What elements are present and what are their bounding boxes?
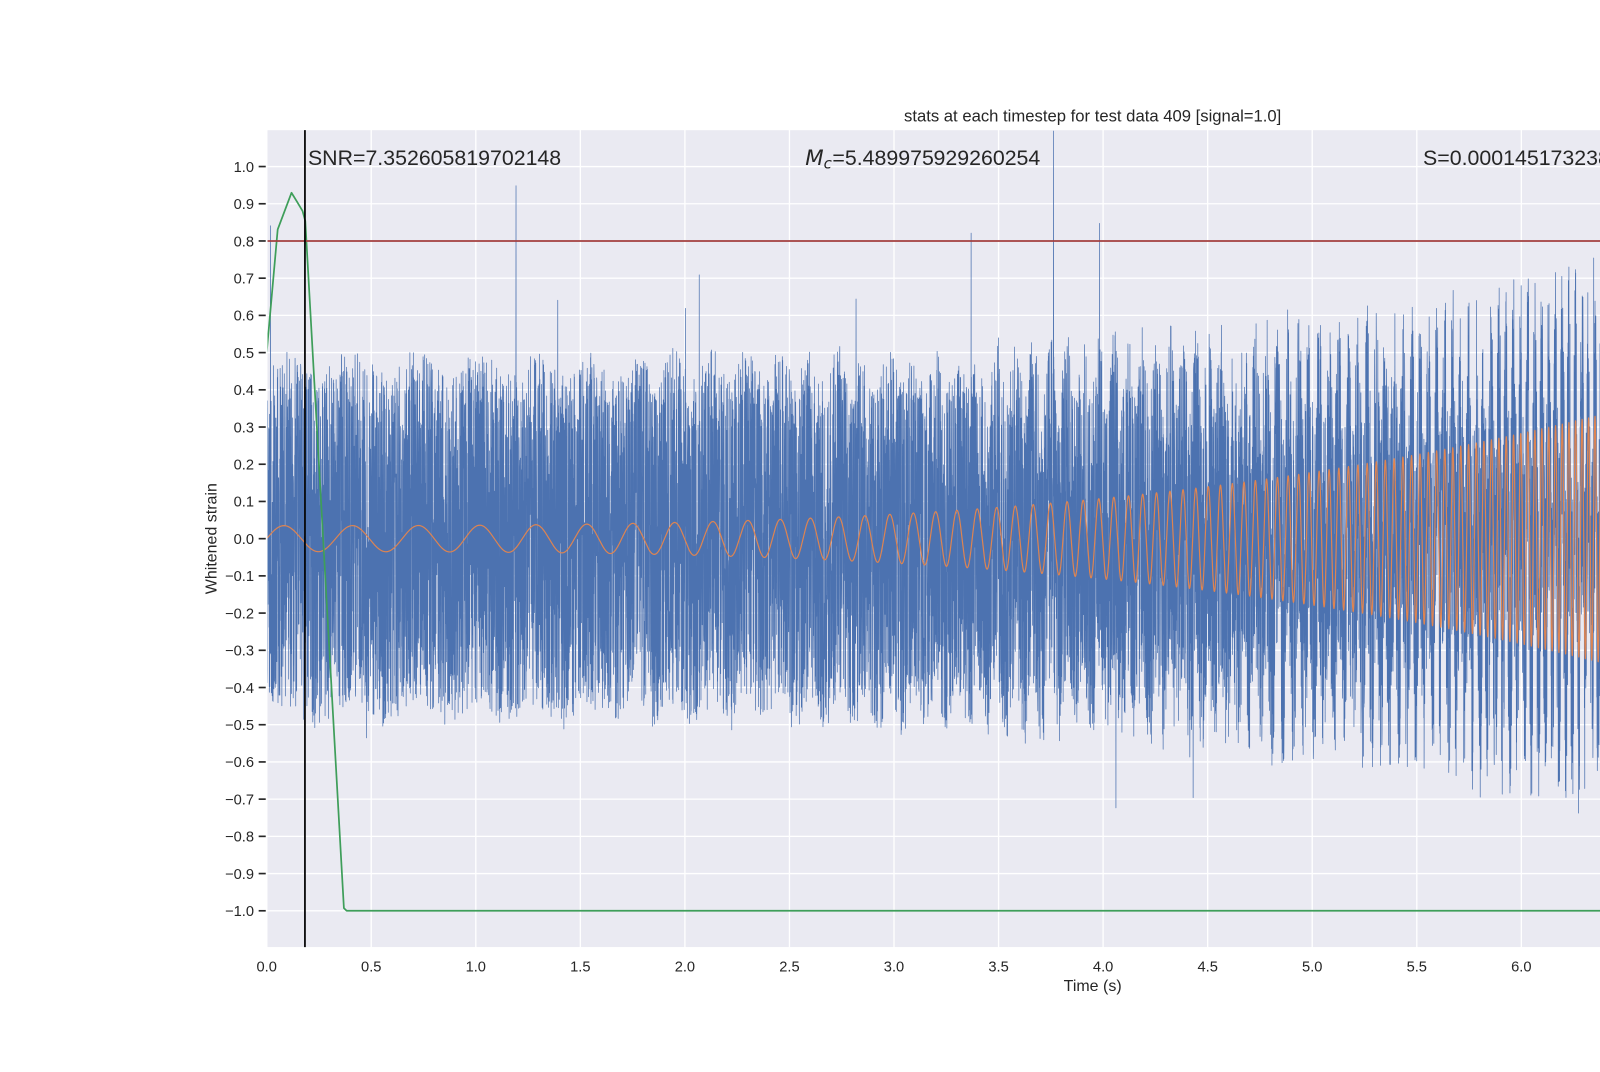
svg-text:−0.2: −0.2	[225, 606, 254, 622]
svg-text:SNR=7.352605819702148: SNR=7.352605819702148	[308, 146, 561, 170]
svg-text:0.3: 0.3	[234, 420, 254, 436]
svg-text:5.0: 5.0	[1302, 959, 1322, 975]
svg-text:Time (s): Time (s)	[1064, 978, 1122, 995]
svg-text:0.9: 0.9	[234, 197, 254, 213]
svg-text:0.2: 0.2	[234, 458, 254, 474]
svg-text:stats at each timestep for tes: stats at each timestep for test data 409…	[904, 106, 1281, 125]
svg-text:0.0: 0.0	[256, 959, 276, 975]
svg-text:−0.9: −0.9	[225, 867, 254, 883]
svg-text:3.5: 3.5	[988, 959, 1008, 975]
svg-text:0.1: 0.1	[234, 495, 254, 511]
svg-text:4.5: 4.5	[1197, 959, 1217, 975]
svg-text:0.5: 0.5	[234, 346, 254, 362]
svg-text:−0.1: −0.1	[225, 569, 254, 585]
svg-text:6.0: 6.0	[1511, 959, 1531, 975]
svg-text:−1.0: −1.0	[225, 904, 254, 920]
svg-text:−0.5: −0.5	[225, 718, 254, 734]
svg-text:Whitened strain: Whitened strain	[203, 483, 220, 594]
svg-text:−0.3: −0.3	[225, 644, 254, 660]
svg-text:−0.7: −0.7	[225, 792, 254, 808]
svg-text:0.0: 0.0	[234, 532, 254, 548]
svg-text:5.5: 5.5	[1407, 959, 1427, 975]
svg-text:2.5: 2.5	[779, 959, 799, 975]
svg-text:0.7: 0.7	[234, 271, 254, 287]
svg-text:1.0: 1.0	[466, 959, 486, 975]
svg-text:1.5: 1.5	[570, 959, 590, 975]
svg-text:2.0: 2.0	[675, 959, 695, 975]
svg-text:4.0: 4.0	[1093, 959, 1113, 975]
svg-text:0.8: 0.8	[234, 234, 254, 250]
svg-text:−0.8: −0.8	[225, 830, 254, 846]
svg-text:1.0: 1.0	[234, 160, 254, 176]
svg-text:0.5: 0.5	[361, 959, 381, 975]
svg-text:−0.4: −0.4	[225, 681, 254, 697]
svg-text:0.4: 0.4	[234, 383, 254, 399]
svg-text:0.6: 0.6	[234, 309, 254, 325]
svg-text:S=0.000145173238706775: S=0.000145173238706775	[1423, 146, 1600, 170]
svg-text:M c = 5: M c = 5 . 4 8 9 9 7 5 9 2 9 2 6 0 2 5 4	[805, 146, 1040, 173]
svg-text:−0.6: −0.6	[225, 755, 254, 771]
svg-text:3.0: 3.0	[884, 959, 904, 975]
